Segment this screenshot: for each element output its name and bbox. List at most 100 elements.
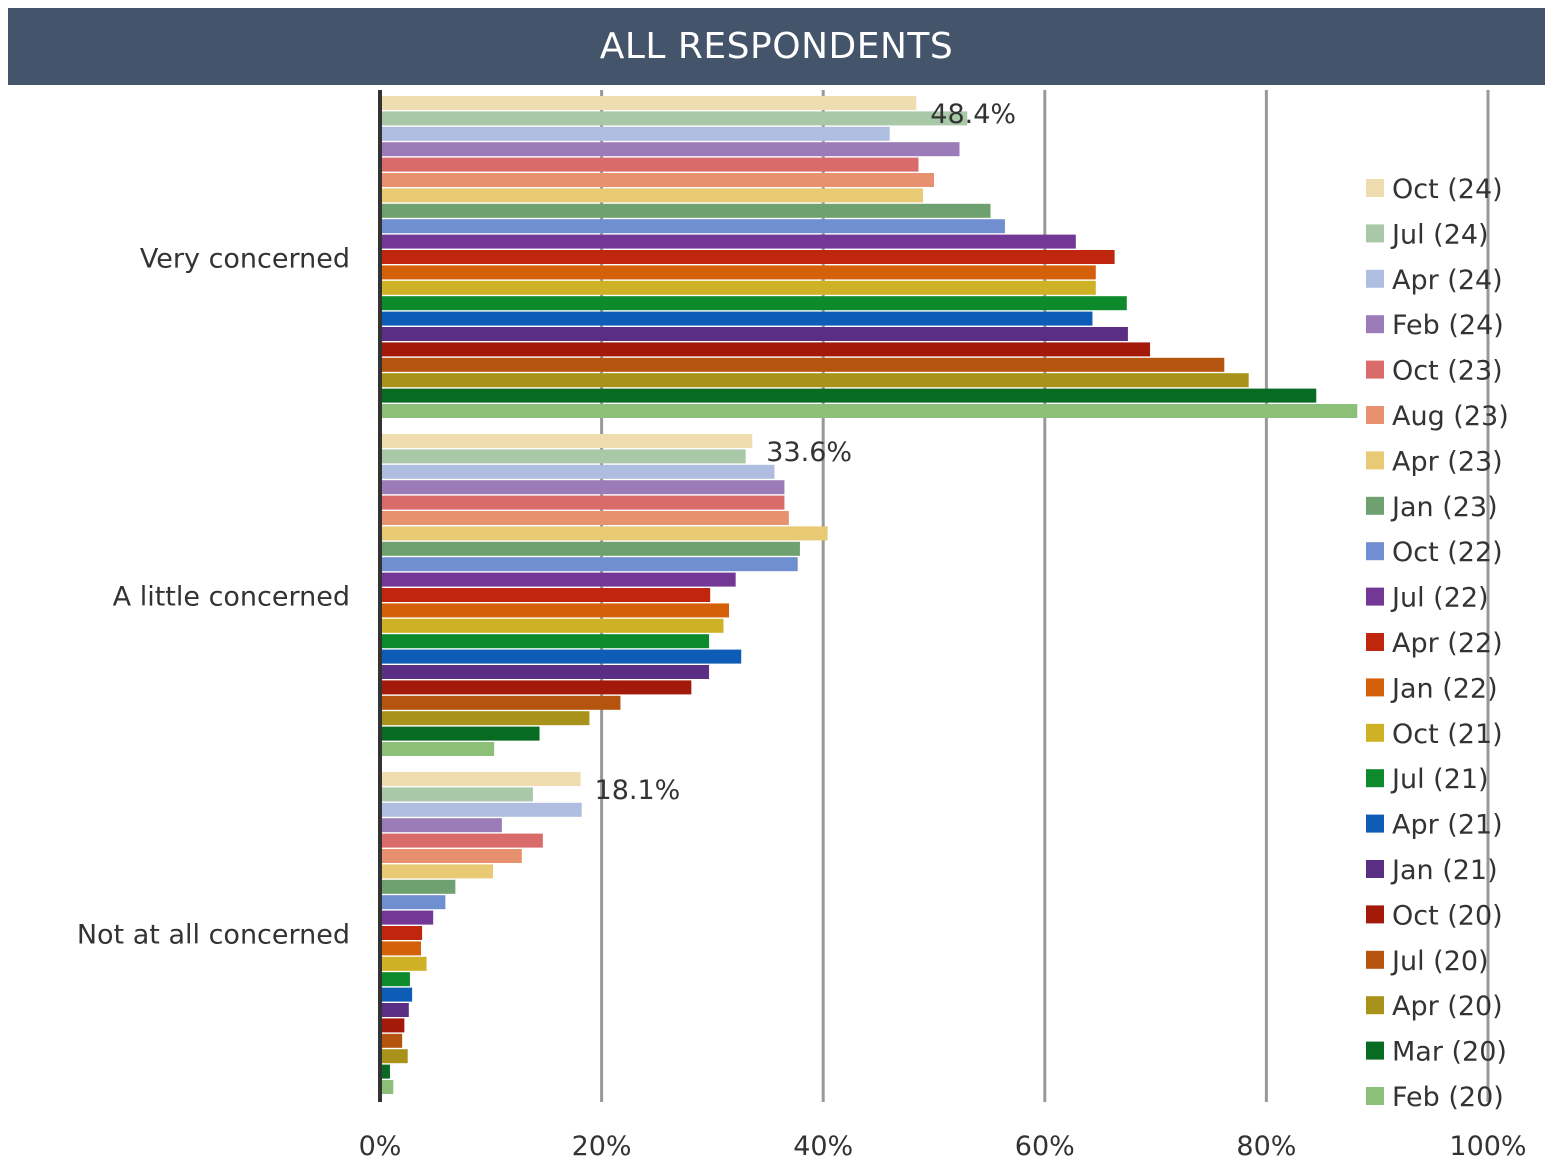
legend-swatch [1366,678,1384,697]
bar [380,1064,390,1079]
bar [380,572,736,587]
bar [380,126,890,141]
category-label: Not at all concerned [77,920,350,951]
legend-swatch [1366,451,1384,470]
bar [380,280,1096,295]
x-tick-label: 20% [572,1131,632,1160]
bar [380,634,710,649]
bar [380,96,917,110]
legend-swatch [1366,496,1384,515]
labels: 48.4% 33.6% 18.1% [595,99,1017,806]
bar [380,726,540,741]
bar [380,941,421,956]
data-label: 48.4% [930,99,1016,130]
legend-swatch [1366,1087,1384,1105]
bar [380,1049,408,1064]
legend-entry: Feb (24) [1392,310,1504,341]
legend-entry: Feb (20) [1392,1082,1504,1113]
bar [380,434,753,448]
bar [380,1003,409,1017]
bar [380,157,919,172]
bar [380,833,543,848]
bar [380,879,456,894]
legend-entry: Oct (24) [1392,174,1503,205]
bar [380,787,533,802]
category-label: Very concerned [140,244,350,275]
data-label: 33.6% [766,437,852,468]
legend-swatch [1366,360,1384,379]
legend-swatch [1366,814,1384,833]
legend-entry: Jul (20) [1390,946,1489,977]
bar [380,649,742,664]
bar [380,680,692,695]
bar [380,557,798,572]
bar [380,802,582,817]
bar [380,357,1225,372]
bar [380,250,1115,264]
bar [380,588,711,602]
legend-entry: Jul (22) [1390,583,1489,614]
bar [380,972,410,987]
bar [380,742,495,756]
legend-swatch [1366,542,1384,561]
bar [380,956,427,971]
legend-entry: Apr (20) [1392,991,1503,1022]
bar [380,711,590,726]
bar [380,219,1005,234]
legend-entry: Apr (23) [1392,446,1503,477]
bar [380,342,1151,357]
bar [380,1033,403,1048]
data-label: 18.1% [595,775,681,806]
bar [380,910,434,925]
legend-entry: Aug (23) [1392,401,1509,432]
x-tick-label: 40% [793,1131,853,1160]
x-tick-label: 100% [1449,1131,1526,1160]
bar [380,987,413,1002]
bar [380,388,1317,403]
axes: 0% 20% 40% 60% 80% 100% Very concerned A little… [77,90,1527,1160]
legend-entry: Mar (20) [1392,1037,1507,1068]
legend-swatch [1366,950,1384,969]
x-tick-label: 60% [1015,1131,1075,1160]
legend-swatch [1366,269,1384,288]
legend-swatch [1366,406,1384,424]
bar [380,926,423,940]
bar [380,1018,405,1033]
bar [380,464,775,479]
legend-swatch [1366,633,1384,651]
bar [380,234,1076,249]
legend-entry: Apr (21) [1392,810,1503,841]
legend-entry: Oct (22) [1392,537,1503,568]
bar [380,1080,394,1094]
legend-entry: Jul (21) [1390,764,1489,795]
bar [380,265,1096,280]
bar [380,296,1127,311]
bar [380,864,494,879]
legend-entry: Jan (22) [1390,673,1498,704]
bar [380,603,730,618]
bar [380,327,1128,341]
bar [380,772,581,786]
legend-swatch [1366,224,1384,243]
bar [380,849,522,863]
bar [380,695,621,710]
legend-swatch [1366,587,1384,606]
x-tick-label: 80% [1236,1131,1296,1160]
legend-swatch [1366,1041,1384,1060]
legend-swatch [1366,179,1384,197]
x-tick-label: 0% [359,1131,402,1160]
legend-swatch [1366,769,1384,788]
bar [380,541,800,556]
legend-entry: Apr (22) [1392,628,1503,659]
legend-swatch [1366,996,1384,1015]
bar [380,311,1093,326]
bar [380,142,960,157]
bar [380,188,923,203]
legend-swatch [1366,315,1384,334]
legend-entry: Jan (21) [1390,855,1498,886]
chart-title: ALL RESPONDENTS [599,26,954,67]
legend-entry: Apr (24) [1392,265,1503,296]
legend-swatch [1366,860,1384,878]
